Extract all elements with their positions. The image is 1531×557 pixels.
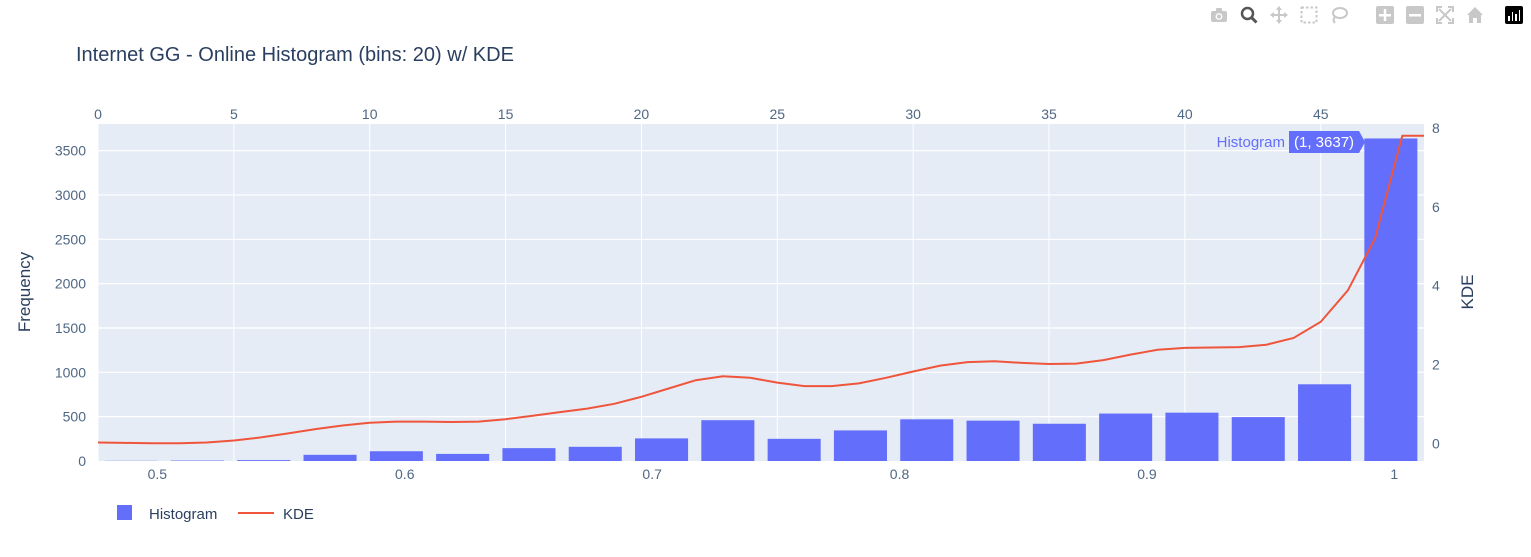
hover-label: Histogram (1, 3637): [1217, 131, 1366, 153]
histogram-bar[interactable]: [303, 454, 357, 461]
y-right-ticks: 0 2 4 6 8: [1432, 120, 1440, 451]
reset-axes-icon[interactable]: [1465, 5, 1485, 25]
x-top-tick-label: 15: [498, 106, 514, 122]
x-top-ticks: 0 5 10 15 20 25 30 35 40 45: [94, 106, 1329, 122]
plot-background: [98, 124, 1424, 461]
x-top-tick-label: 5: [230, 106, 238, 122]
legend: Histogram KDE: [117, 505, 314, 523]
y-right-tick-label: 2: [1432, 356, 1440, 372]
y-left-axis-title: Frequency: [15, 251, 34, 332]
x-top-tick-label: 25: [770, 106, 786, 122]
histogram-bar[interactable]: [767, 438, 821, 461]
y-right-axis-title: KDE: [1458, 275, 1477, 310]
y-right-tick-label: 8: [1432, 120, 1440, 136]
histogram-bar[interactable]: [369, 451, 423, 461]
x-top-tick-label: 10: [362, 106, 378, 122]
y-left-tick-label: 3500: [55, 143, 86, 159]
zoom-in-icon[interactable]: [1375, 5, 1395, 25]
y-right-tick-label: 4: [1432, 278, 1440, 294]
y-left-tick-label: 2500: [55, 231, 86, 247]
zoom-icon[interactable]: [1239, 5, 1259, 25]
hover-series-name: Histogram: [1217, 134, 1285, 151]
legend-item-kde[interactable]: KDE: [238, 506, 314, 523]
histogram-bar[interactable]: [1364, 138, 1418, 462]
x-bottom-tick-label: 1: [1390, 466, 1398, 482]
x-top-tick-label: 35: [1041, 106, 1057, 122]
histogram-bars[interactable]: [104, 138, 1418, 462]
autoscale-icon[interactable]: [1435, 5, 1455, 25]
histogram-bar[interactable]: [502, 448, 556, 461]
x-bottom-ticks: 0.5 0.6 0.7 0.8 0.9 1: [148, 466, 1399, 482]
histogram-bar[interactable]: [237, 460, 291, 461]
zoom-out-icon[interactable]: [1405, 5, 1425, 25]
box-select-icon[interactable]: [1299, 5, 1319, 25]
legend-label-kde: KDE: [283, 506, 314, 523]
y-left-tick-label: 500: [63, 409, 87, 425]
x-top-tick-label: 20: [634, 106, 650, 122]
pan-icon[interactable]: [1269, 5, 1289, 25]
lasso-select-icon[interactable]: [1329, 5, 1349, 25]
histogram-bar[interactable]: [900, 419, 954, 461]
x-top-tick-label: 0: [94, 106, 102, 122]
histogram-bar[interactable]: [1099, 413, 1153, 461]
chart-title: Internet GG - Online Histogram (bins: 20…: [76, 44, 514, 66]
legend-swatch-histogram: [117, 505, 132, 520]
legend-item-histogram[interactable]: Histogram: [117, 505, 217, 523]
histogram-bar[interactable]: [1298, 384, 1352, 461]
y-right-tick-label: 6: [1432, 199, 1440, 215]
histogram-bar[interactable]: [1165, 412, 1219, 461]
x-bottom-tick-label: 0.5: [148, 466, 168, 482]
x-top-tick-label: 45: [1313, 106, 1329, 122]
kde-line[interactable]: [97, 134, 1424, 445]
x-top-tick-label: 30: [905, 106, 921, 122]
y-left-tick-label: 1000: [55, 364, 86, 380]
modebar: [1199, 4, 1523, 26]
y-left-tick-label: 1500: [55, 320, 86, 336]
x-top-tick-label: 40: [1177, 106, 1193, 122]
x-bottom-tick-label: 0.9: [1137, 466, 1157, 482]
y-left-ticks: 0 500 1000 1500 2000 2500 3000 3500: [55, 143, 86, 469]
x-bottom-tick-label: 0.6: [395, 466, 415, 482]
hover-box: [1289, 131, 1366, 153]
histogram-bar[interactable]: [436, 453, 490, 461]
y-right-tick-label: 0: [1432, 435, 1440, 451]
histogram-bar[interactable]: [701, 420, 755, 461]
gridlines: [97, 124, 1424, 461]
histogram-bar[interactable]: [1231, 417, 1285, 461]
histogram-bar[interactable]: [635, 438, 689, 461]
x-bottom-tick-label: 0.7: [642, 466, 662, 482]
plotly-logo-icon[interactable]: [1505, 6, 1523, 24]
y-left-tick-label: 2000: [55, 276, 86, 292]
hover-value: (1, 3637): [1294, 134, 1354, 151]
camera-icon[interactable]: [1209, 5, 1229, 25]
y-left-tick-label: 3000: [55, 187, 86, 203]
kde-line-path[interactable]: [97, 134, 1424, 445]
x-bottom-tick-label: 0.8: [890, 466, 910, 482]
histogram-bar[interactable]: [1032, 423, 1086, 461]
y-left-tick-label: 0: [78, 453, 86, 469]
histogram-bar[interactable]: [966, 420, 1020, 461]
legend-label-histogram: Histogram: [149, 506, 217, 523]
histogram-bar[interactable]: [833, 430, 887, 461]
histogram-bar[interactable]: [568, 446, 622, 461]
